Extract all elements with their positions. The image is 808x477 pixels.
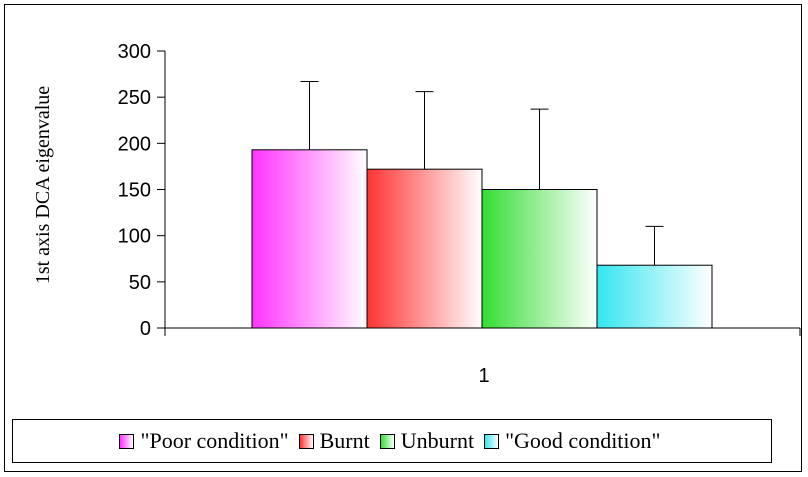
legend-item: "Good condition" (484, 428, 661, 454)
y-tick-label: 50 (129, 272, 151, 294)
error-bars (300, 80, 664, 266)
y-axis-label: 1st axis DCA eigenvalue (32, 86, 54, 284)
legend-swatch (119, 433, 135, 449)
y-tick-label: 250 (118, 87, 151, 109)
y-tick-label: 300 (118, 41, 151, 63)
legend-item: Unburnt (379, 428, 475, 454)
y-tick-label: 200 (118, 133, 151, 155)
bar (596, 264, 713, 329)
legend-label: Unburnt (400, 428, 475, 453)
x-category-label: 1 (478, 365, 489, 387)
y-tick-label: 0 (140, 318, 151, 340)
bar (251, 149, 368, 329)
legend-swatch (484, 433, 500, 449)
bars (251, 149, 713, 329)
legend-item: "Poor condition" (119, 428, 289, 454)
legend: "Poor condition" Burnt Unburnt "Good condit… (12, 419, 772, 463)
legend-swatch (298, 433, 314, 449)
legend-label: Burnt (319, 428, 370, 453)
y-tick-label: 150 (118, 180, 151, 202)
bar (366, 168, 483, 329)
legend-label: "Good condition" (505, 428, 661, 453)
bar (481, 189, 598, 329)
legend-swatch (379, 433, 395, 449)
legend-label: "Poor condition" (140, 428, 289, 453)
legend-item: Burnt (298, 428, 370, 454)
y-tick-label: 100 (118, 226, 151, 248)
